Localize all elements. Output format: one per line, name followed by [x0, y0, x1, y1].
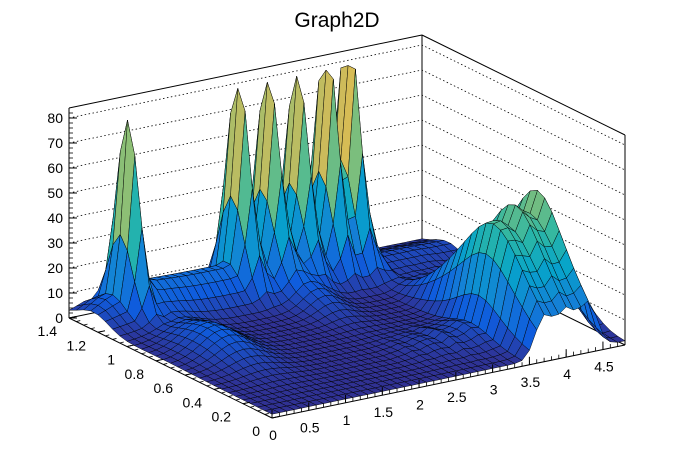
z-gridline	[68, 194, 626, 296]
y-minor-tick	[257, 409, 262, 412]
z-tick-label: 40	[47, 210, 63, 226]
x-tick-label: 0.5	[300, 419, 320, 435]
z-gridline	[68, 169, 626, 271]
y-minor-tick	[228, 395, 233, 397]
x-tick-label: 4	[563, 366, 571, 382]
y-tick-label: 0	[252, 423, 260, 439]
z-gridline	[68, 219, 626, 321]
surface-mesh	[68, 65, 626, 415]
x-tick-label: 3.5	[521, 374, 541, 390]
z-gridline	[68, 69, 626, 171]
y-minor-tick	[112, 338, 117, 340]
z-tick-label: 30	[47, 235, 63, 251]
y-tick-label: 1	[107, 352, 115, 368]
y-minor-tick	[206, 384, 211, 387]
right-top-edge	[421, 34, 626, 136]
y-minor-tick	[163, 363, 168, 365]
y-tick-label: 0.2	[212, 409, 232, 425]
y-minor-tick	[119, 341, 124, 344]
y-minor-tick	[213, 388, 219, 390]
y-minor-tick	[76, 320, 81, 322]
y-minor-tick	[126, 345, 132, 347]
y-minor-tick	[90, 327, 95, 330]
y-minor-tick	[148, 355, 153, 358]
y-minor-tick	[235, 398, 240, 401]
z-tick-label: 0	[55, 310, 63, 326]
y-tick-label: 0.8	[125, 366, 145, 382]
z-tick-label: 80	[47, 110, 63, 126]
y-minor-tick	[155, 359, 161, 362]
y-tick-label: 1.2	[67, 337, 87, 353]
back-top-edge	[68, 34, 423, 109]
z-gridline	[68, 119, 626, 221]
z-gridlines	[68, 44, 626, 321]
y-minor-tick	[83, 323, 88, 326]
z-tick-label: 50	[47, 185, 63, 201]
y-minor-tick	[199, 380, 204, 383]
x-tick-label: 2.5	[447, 389, 467, 405]
y-minor-tick	[221, 391, 226, 394]
z-gridline	[68, 44, 626, 146]
y-minor-tick	[242, 402, 248, 405]
y-tick-mark	[68, 316, 77, 319]
y-minor-tick	[264, 413, 269, 415]
x-tick-label: 1	[343, 412, 351, 428]
z-tick-label: 60	[47, 160, 63, 176]
y-minor-tick	[141, 352, 146, 355]
z-gridline	[68, 94, 626, 196]
chart-title: Graph2D	[294, 9, 379, 32]
x-tick-label: 0	[269, 427, 277, 443]
z-tick-label: 10	[47, 285, 63, 301]
z-gridline	[68, 144, 626, 246]
y-tick-mark	[271, 416, 280, 419]
y-minor-tick	[134, 348, 139, 351]
y-minor-tick	[177, 370, 182, 372]
y-minor-tick	[97, 330, 103, 333]
x-tick-label: 4.5	[594, 359, 614, 375]
y-minor-tick	[192, 377, 197, 380]
y-minor-tick	[170, 366, 175, 369]
y-tick-label: 0.4	[183, 394, 203, 410]
x-tick-label: 1.5	[374, 404, 394, 420]
axes: 0 10 20 30 40 50 60 70 80 0 0.5 1 1.5 2 2.5 3 3.5 4 4.5 0 0.…	[38, 108, 626, 443]
y-tick-label: 1.4	[38, 323, 58, 339]
y-minor-tick	[184, 373, 190, 376]
y-minor-tick	[250, 405, 255, 408]
y-minor-tick	[105, 334, 110, 337]
z-tick-label: 20	[47, 260, 63, 276]
y-tick-label: 0.6	[154, 380, 174, 396]
x-tick-label: 3	[490, 381, 498, 397]
x-tick-label: 2	[416, 397, 424, 413]
z-tick-label: 70	[47, 135, 63, 151]
